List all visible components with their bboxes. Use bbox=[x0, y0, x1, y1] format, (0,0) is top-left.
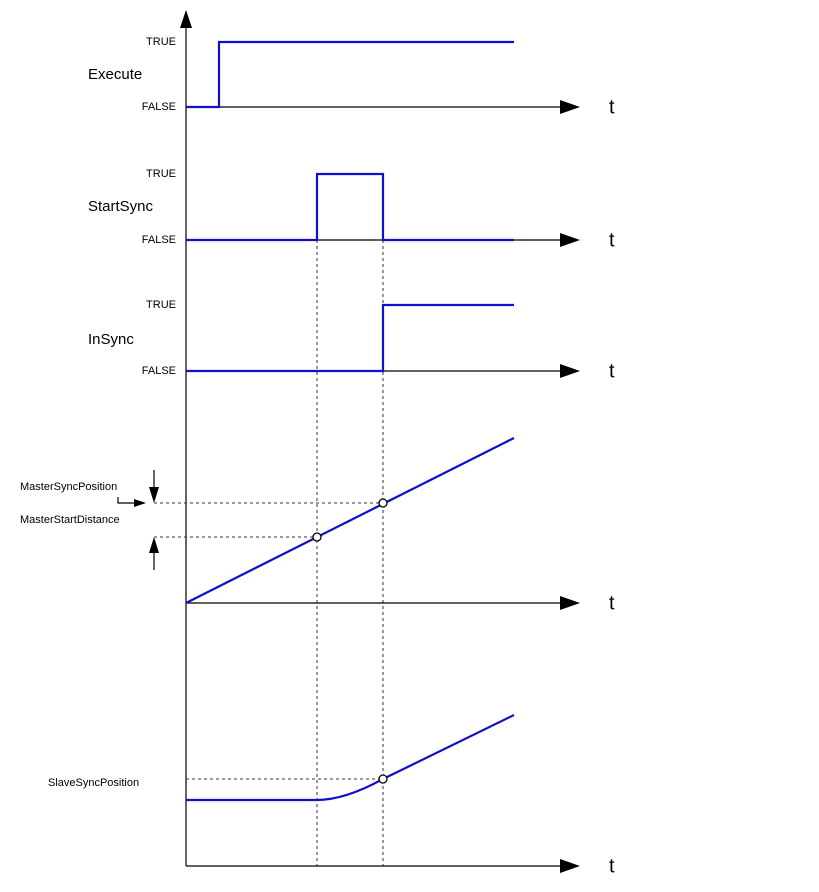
time-label: t bbox=[609, 229, 615, 251]
false-label: FALSE bbox=[142, 365, 176, 377]
axis-arrow bbox=[560, 233, 580, 247]
pointer-line bbox=[117, 497, 136, 504]
time-label: t bbox=[609, 592, 615, 614]
startsync-signal bbox=[186, 172, 514, 242]
pointer-arrow bbox=[134, 499, 146, 507]
dimension-arrow bbox=[149, 537, 159, 553]
axis-arrow bbox=[180, 10, 192, 28]
axis-arrow bbox=[560, 364, 580, 378]
master-position bbox=[185, 437, 515, 604]
axis-arrow bbox=[560, 100, 580, 114]
true-label: TRUE bbox=[146, 299, 176, 311]
axis-arrow bbox=[560, 859, 580, 873]
dimension-arrow bbox=[149, 487, 159, 503]
axis-arrow bbox=[560, 596, 580, 610]
signal-name: InSync bbox=[88, 331, 134, 348]
time-label: t bbox=[609, 96, 615, 118]
false-label: FALSE bbox=[142, 234, 176, 246]
sync-point bbox=[378, 498, 388, 508]
slave-sync-position-label: SlaveSyncPosition bbox=[48, 777, 139, 789]
time-label: t bbox=[609, 855, 615, 877]
master-start-distance-label: MasterStartDistance bbox=[20, 514, 120, 526]
sync-point bbox=[378, 774, 388, 784]
false-label: FALSE bbox=[142, 101, 176, 113]
insync-signal bbox=[186, 303, 514, 373]
time-label: t bbox=[609, 360, 615, 382]
true-label: TRUE bbox=[146, 36, 176, 48]
slave-position bbox=[186, 714, 515, 802]
master-sync-position-label: MasterSyncPosition bbox=[20, 481, 117, 493]
true-label: TRUE bbox=[146, 168, 176, 180]
signal-name: StartSync bbox=[88, 198, 154, 215]
execute-signal bbox=[186, 40, 514, 109]
signal-name: Execute bbox=[88, 66, 142, 83]
start-point bbox=[312, 532, 322, 542]
